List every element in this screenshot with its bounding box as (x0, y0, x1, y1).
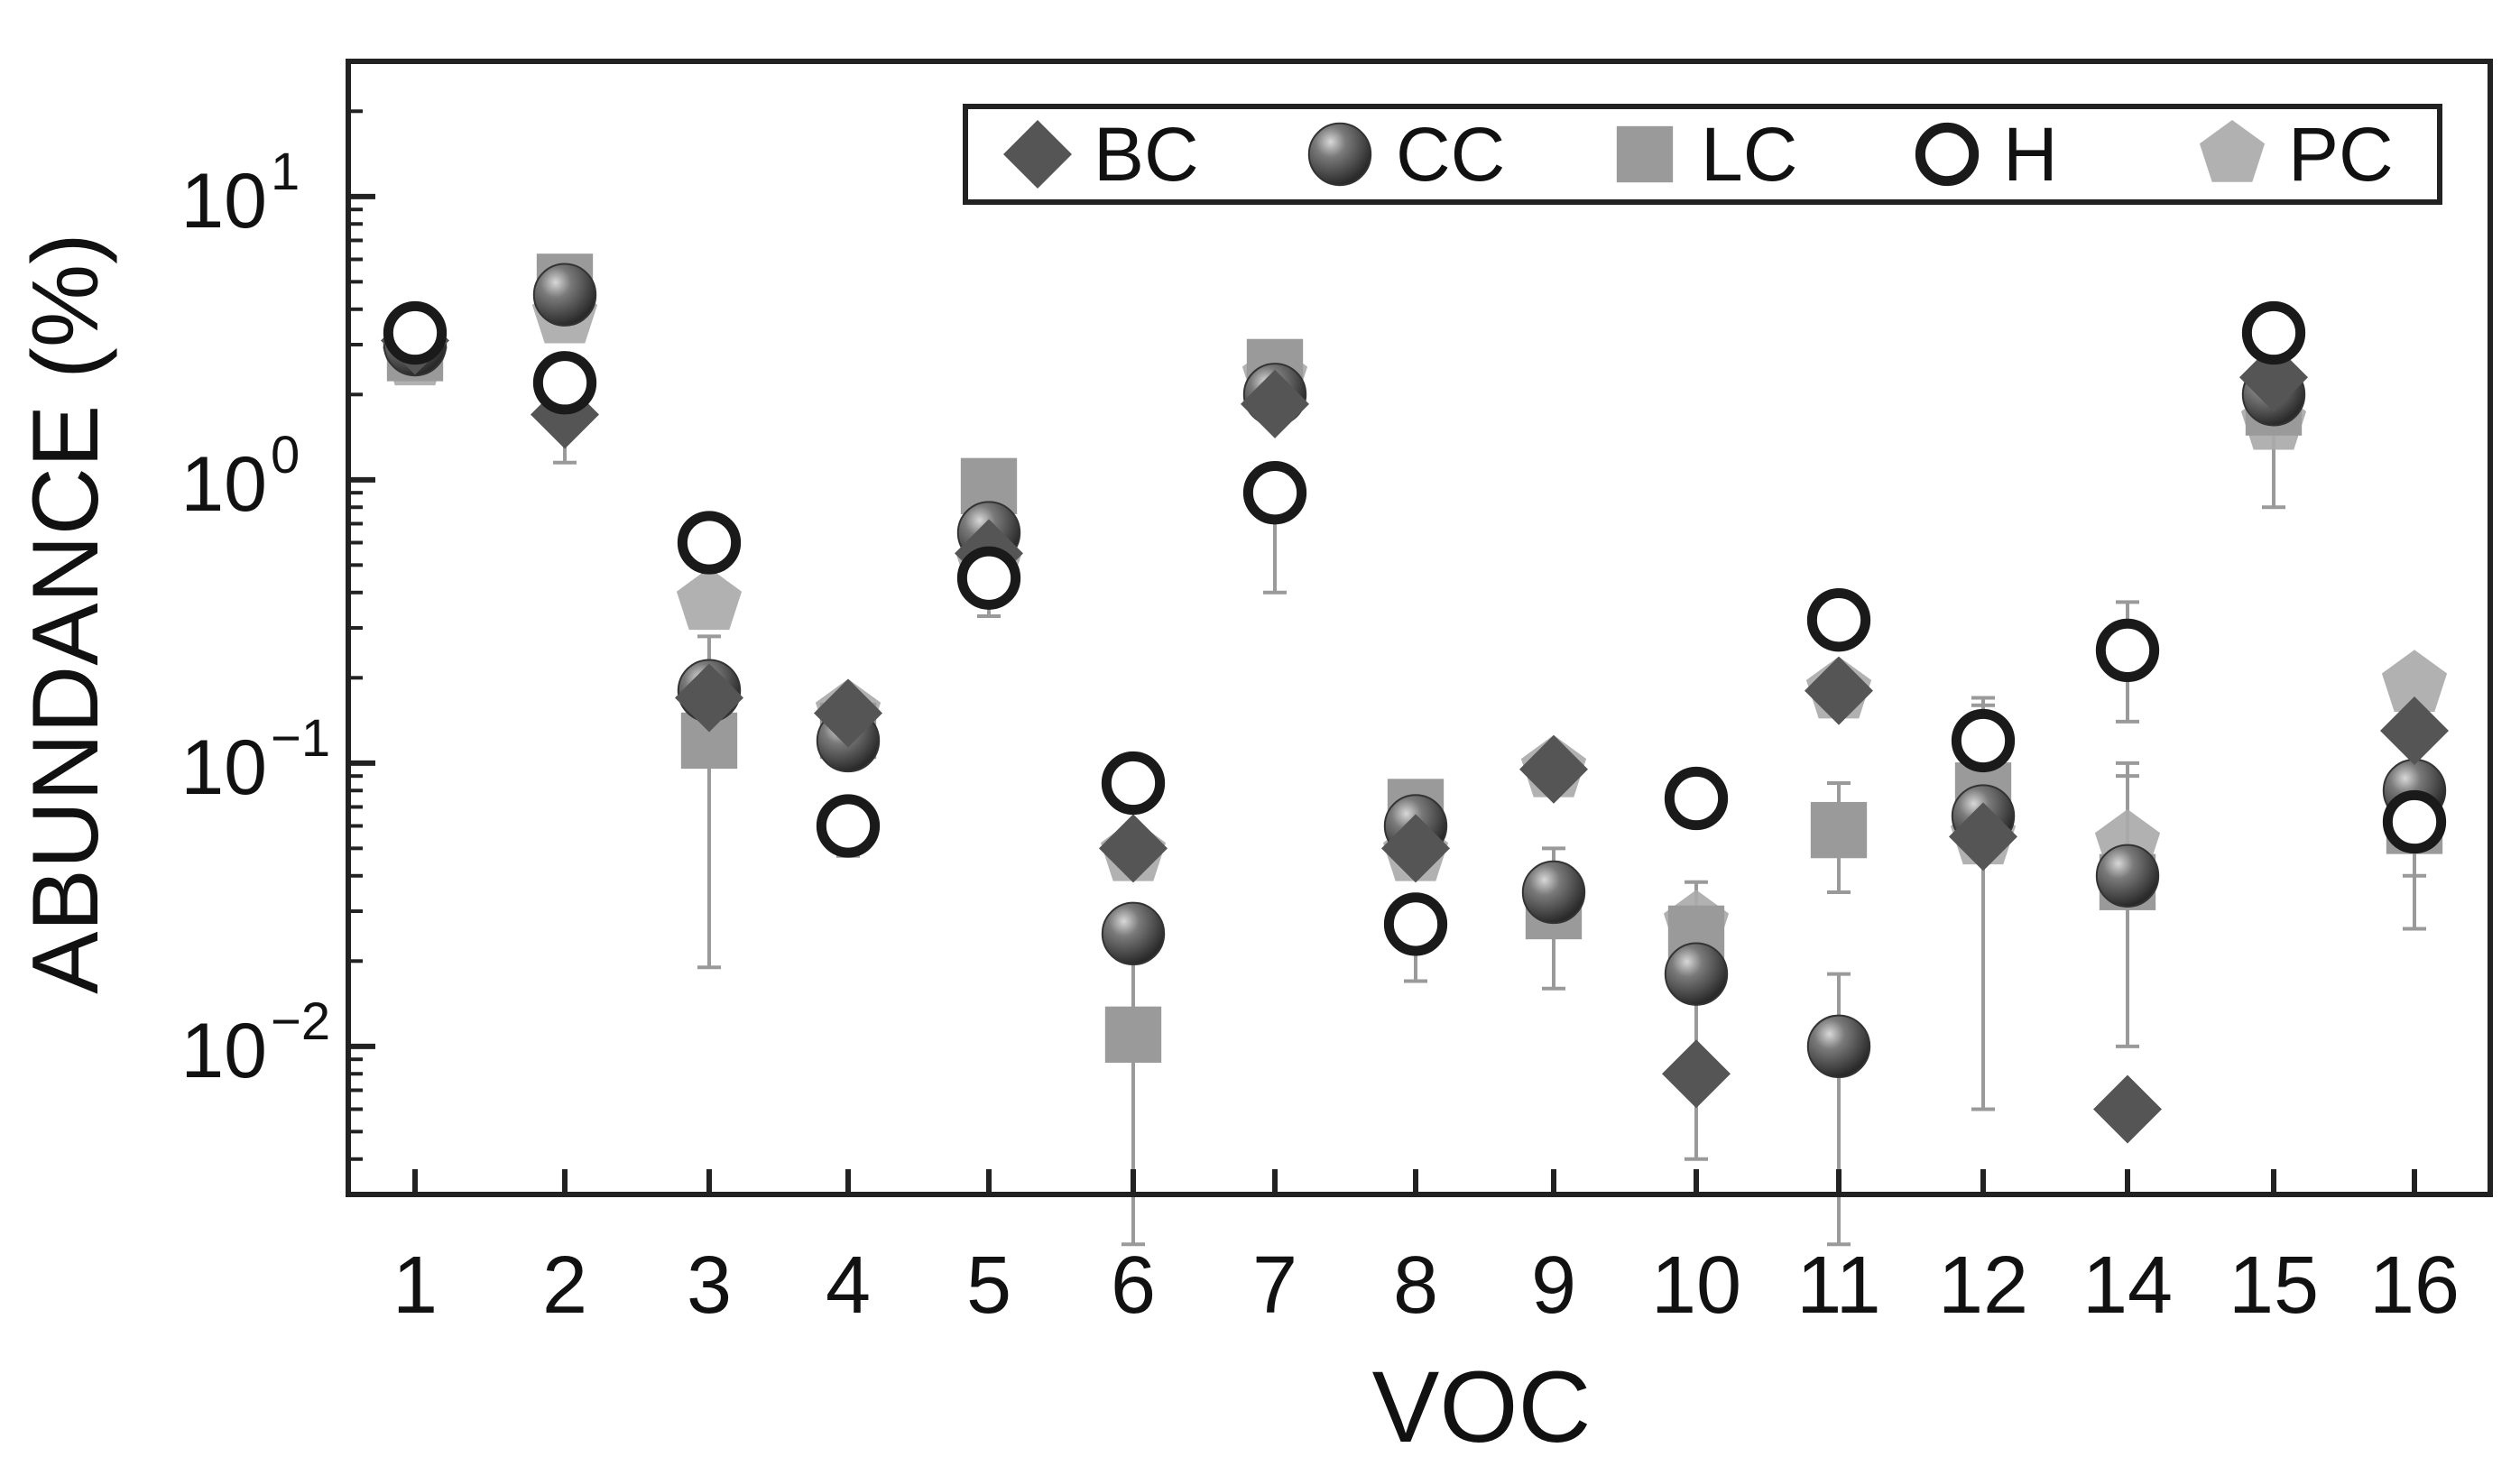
point-cc (1664, 942, 1729, 1006)
x-tick-label: 7 (1252, 1240, 1297, 1331)
x-tick-label: 15 (2229, 1240, 2319, 1331)
point-bc (2380, 696, 2449, 766)
point-bc (1241, 369, 1309, 438)
point-cc (2095, 844, 2160, 908)
point-cc (1521, 860, 1586, 925)
point-cc (1101, 901, 1166, 966)
legend-label-pc: PC (2288, 112, 2394, 197)
point-lc (1104, 1006, 1162, 1063)
point-bc (675, 663, 743, 733)
legend-label-bc: BC (1094, 112, 1199, 197)
point-h (1101, 751, 1166, 816)
point-bc (814, 678, 882, 748)
point-bc (2093, 1074, 2162, 1144)
x-tick-label: 11 (1796, 1240, 1880, 1331)
legend-marker-cc (1307, 122, 1372, 187)
point-h (2241, 300, 2306, 365)
y-tick-label: 10 (180, 158, 267, 244)
x-tick-label: 2 (542, 1240, 587, 1331)
point-h (1806, 588, 1871, 652)
x-tick-label: 8 (1393, 1240, 1438, 1331)
point-pc (2381, 650, 2448, 712)
legend-marker-h (1915, 122, 1980, 187)
point-cc (1806, 1014, 1871, 1079)
y-tick-label: 10 (180, 441, 267, 528)
point-pc (676, 567, 743, 631)
x-axis: 1 2 3 4 5 6 7 8 9 10 11 12 14 15 16 (392, 1169, 2460, 1331)
point-h (1242, 461, 1307, 525)
x-tick-label: 3 (687, 1240, 732, 1331)
y-tick-exponent: −2 (271, 992, 330, 1051)
point-bc (1519, 734, 1588, 804)
plot-border (346, 59, 2493, 1197)
legend-marker-pc (2199, 120, 2266, 182)
point-h (2382, 789, 2447, 854)
point-h (2095, 618, 2160, 683)
legend-label-h: H (2003, 112, 2058, 197)
point-h (1664, 766, 1729, 831)
point-lc (1810, 801, 1868, 859)
point-bc (1805, 656, 1873, 725)
data-markers (381, 254, 2449, 1144)
point-bc (1381, 814, 1450, 883)
x-tick-label: 16 (2369, 1240, 2460, 1331)
point-h (677, 511, 742, 575)
x-tick-label: 1 (392, 1240, 438, 1331)
point-bc (1662, 1039, 1731, 1109)
y-tick-exponent: −1 (271, 709, 330, 768)
y-tick-exponent: 0 (271, 426, 300, 484)
y-tick-label: 10 (180, 1008, 267, 1094)
legend-box (963, 104, 2442, 205)
x-axis-title: VOC (1372, 1351, 1592, 1457)
point-h (532, 351, 597, 415)
x-tick-label: 4 (826, 1240, 871, 1331)
point-bc (2239, 343, 2308, 412)
y-axis-title: ABUNDANCE (%) (14, 233, 118, 994)
x-tick-label: 10 (1651, 1240, 1741, 1331)
plot-frame (346, 59, 2493, 1197)
point-h (1383, 892, 1448, 956)
y-tick-exponent: 1 (271, 143, 300, 201)
x-tick-label: 12 (1938, 1240, 2028, 1331)
y-tick-label: 10 (180, 724, 267, 811)
point-h (383, 300, 448, 365)
x-tick-label: 6 (1111, 1240, 1156, 1331)
legend-marker-bc (1003, 120, 1072, 189)
point-bc (1949, 802, 2017, 871)
point-h (956, 546, 1021, 610)
x-tick-label: 9 (1531, 1240, 1576, 1331)
point-h (816, 794, 881, 858)
point-h (1951, 708, 2016, 773)
x-tick-label: 14 (2082, 1240, 2173, 1331)
x-tick-label: 5 (966, 1240, 1011, 1331)
legend-label-cc: CC (1396, 112, 1505, 197)
legend-marker-lc (1616, 125, 1674, 183)
legend-label-lc: LC (1701, 112, 1797, 197)
legend: BC CC LC H PC (963, 104, 2442, 205)
point-bc (1099, 814, 1168, 883)
point-cc (532, 263, 597, 327)
